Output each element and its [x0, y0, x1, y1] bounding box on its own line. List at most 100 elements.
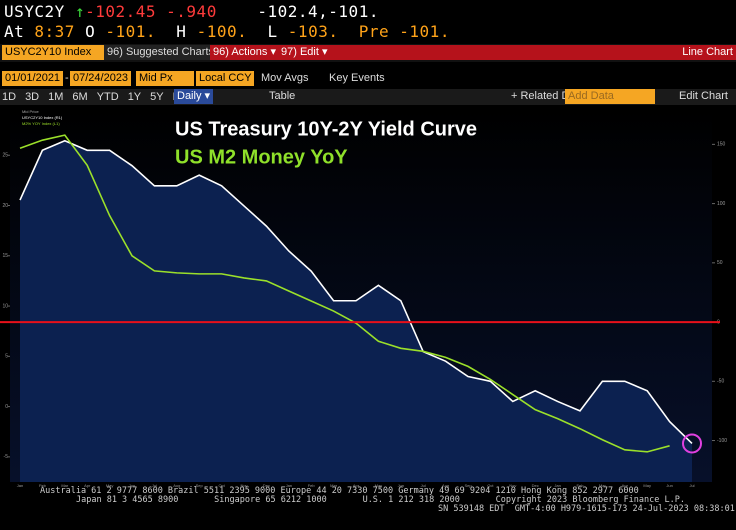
- low-label: L: [267, 22, 278, 41]
- chart-kind[interactable]: Line Chart: [330, 45, 736, 60]
- add-data[interactable]: Add Data: [565, 89, 655, 104]
- x-tick-label: Feb: [577, 483, 585, 488]
- x-tick-label: Dec: [263, 483, 270, 488]
- legend-entry: USYC2Y10 Index (R1): [22, 115, 63, 120]
- x-tick-label: Jul: [689, 483, 694, 488]
- x-tick-label: May: [643, 483, 651, 488]
- y2-tick-label: -100: [717, 438, 727, 444]
- x-tick-label: Jun: [666, 483, 672, 488]
- high-label: H: [176, 22, 187, 41]
- time: 8:37: [34, 22, 75, 41]
- end-date[interactable]: 07/24/2023: [70, 71, 132, 86]
- x-tick-label: Oct: [218, 483, 225, 488]
- x-tick-label: Aug: [442, 483, 449, 488]
- y-tick-label: 10: [2, 303, 8, 309]
- x-tick-label: May: [106, 483, 114, 488]
- quote-line: USYC2Y ↑-102.45 -.940 -102.4,-101.: [4, 2, 379, 21]
- period-button[interactable]: 3D: [25, 91, 40, 103]
- y-tick-label: -5: [4, 454, 9, 460]
- x-tick-label: Sep: [464, 483, 472, 488]
- mov-avgs[interactable]: Mov Avgs: [261, 72, 309, 84]
- x-tick-label: Apr: [353, 483, 360, 488]
- x-tick-label: Nov: [240, 483, 247, 488]
- open-label: O: [85, 22, 96, 41]
- last: -102.45: [85, 2, 157, 21]
- period-button[interactable]: 1M: [48, 91, 64, 103]
- chart-subtitle: US M2 Money YoY: [175, 146, 348, 168]
- x-tick-label: Jul: [421, 483, 426, 488]
- x-tick-label: Jan: [554, 483, 560, 488]
- chart: US Treasury 10Y-2Y Yield Curve US M2 Mon…: [0, 109, 727, 488]
- x-tick-label: Apr: [84, 483, 91, 488]
- table-button[interactable]: Table: [269, 90, 296, 102]
- x-tick-label: Feb: [308, 483, 316, 488]
- y2-tick-label: 50: [717, 260, 723, 266]
- x-tick-label: Mar: [330, 483, 338, 488]
- period-button[interactable]: 5Y: [150, 91, 164, 103]
- x-tick-label: Jan: [286, 483, 292, 488]
- footer-line: Japan 81 3 4565 8900 Singapore 65 6212 1…: [76, 495, 685, 505]
- key-events[interactable]: Key Events: [329, 72, 385, 84]
- toolbar-3: 1D3D1M6MYTD1Y5YMax Daily ▾ Table + Relat…: [0, 89, 736, 105]
- suggested-charts[interactable]: 96) Suggested Charts: [104, 45, 218, 60]
- y2-tick-label: 100: [717, 201, 726, 207]
- frequency[interactable]: Daily ▾: [174, 89, 214, 104]
- actions-menu[interactable]: 96) Actions ▾: [210, 45, 279, 60]
- x-tick-label: Mar: [61, 483, 69, 488]
- y2-tick-label: 150: [717, 142, 726, 148]
- arrow: ↑: [74, 2, 86, 21]
- at: At: [4, 22, 25, 41]
- period-button[interactable]: 1Y: [127, 91, 142, 103]
- high: -100.: [196, 22, 248, 41]
- pre: -101.: [399, 22, 450, 41]
- y-tick-label: 0: [5, 404, 8, 410]
- series-line: [19, 139, 693, 445]
- x-tick-label: Jun: [129, 483, 135, 488]
- highlight-circle: [682, 433, 702, 454]
- edit-menu[interactable]: 97) Edit ▾: [278, 45, 331, 60]
- pre-label: Pre: [358, 22, 390, 41]
- security-input[interactable]: USYC2Y10 Index: [2, 45, 104, 60]
- series-line: [19, 134, 670, 453]
- date-dash: -: [65, 72, 69, 84]
- x-tick-label: May: [375, 483, 383, 488]
- x-tick-label: Jun: [398, 483, 404, 488]
- y-tick-label: 20: [2, 203, 8, 209]
- x-tick-label: Dec: [532, 483, 539, 488]
- x-tick-label: Jul: [152, 483, 157, 488]
- price-select[interactable]: Mid Px: [136, 71, 194, 86]
- y-tick-label: 25: [2, 153, 8, 159]
- currency-select[interactable]: Local CCY: [196, 71, 254, 86]
- x-tick-label: Sep: [196, 483, 204, 488]
- x-tick-label: Oct: [487, 483, 494, 488]
- bid-ask: -102.4,-101.: [257, 2, 379, 21]
- x-tick-label: Nov: [509, 483, 516, 488]
- legend-entry: M2% YOY Index (L1): [22, 121, 60, 126]
- period-button[interactable]: 6M: [72, 91, 88, 103]
- x-tick-label: Feb: [39, 483, 47, 488]
- edit-chart[interactable]: Edit Chart: [679, 90, 728, 102]
- footer-line: Australia 61 2 9777 8600 Brazil 5511 239…: [40, 486, 639, 496]
- chart-title: US Treasury 10Y-2Y Yield Curve: [175, 118, 477, 140]
- footer-line: SN 539148 EDT GMT-4:00 H979-1615-173 24-…: [438, 504, 735, 514]
- toolbar-1: USYC2Y10 Index 96) Suggested Charts 96) …: [0, 44, 736, 62]
- ohlc-line: At 8:37 O -101. H -100. L -103. Pre -101…: [4, 22, 450, 41]
- x-tick-label: Apr: [622, 483, 629, 488]
- low: -103.: [287, 22, 339, 41]
- start-date[interactable]: 01/01/2021: [2, 71, 64, 86]
- x-tick-label: Aug: [173, 483, 180, 488]
- ticker: USYC2Y: [4, 2, 65, 21]
- footer: Australia 61 2 9777 8600 Brazil 5511 239…: [40, 487, 735, 514]
- change: -.940: [166, 2, 217, 21]
- period-button[interactable]: 1D: [2, 91, 17, 103]
- period-button[interactable]: YTD: [96, 91, 119, 103]
- open: -101.: [105, 22, 157, 41]
- toolbar-2: 01/01/2021 - 07/24/2023 Mid Px Local CCY…: [0, 70, 736, 87]
- x-tick-label: Mar: [599, 483, 607, 488]
- y-tick-label: 5: [5, 354, 8, 360]
- periods: 1D3D1M6MYTD1Y5YMax: [2, 89, 202, 105]
- y-tick-label: 15: [2, 253, 8, 259]
- x-tick-label: Jan: [17, 483, 23, 488]
- legend-title: Mid Price: [22, 109, 39, 114]
